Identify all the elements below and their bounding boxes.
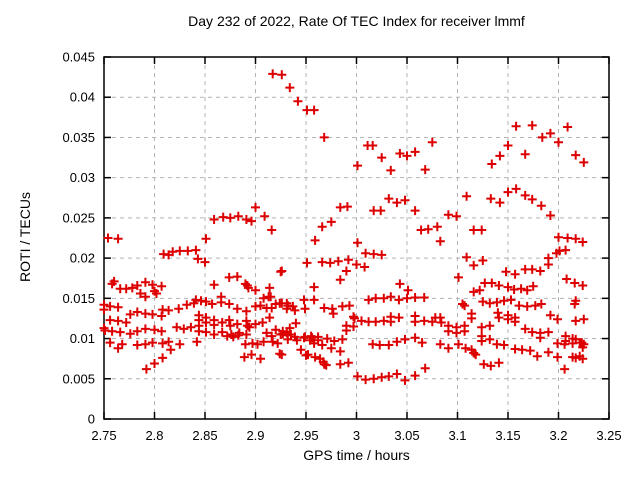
scatter-points — [99, 69, 589, 385]
y-tick-label: 0.025 — [62, 210, 95, 225]
y-tick-label: 0.03 — [70, 170, 95, 185]
y-tick-label: 0.005 — [62, 371, 95, 386]
x-axis-label: GPS time / hours — [303, 447, 410, 463]
y-tick-label: 0.035 — [62, 130, 95, 145]
x-tick-label: 2.9 — [246, 428, 264, 443]
x-tick-label: 3.15 — [495, 428, 520, 443]
x-tick-label: 3.2 — [549, 428, 567, 443]
x-tick-label: 3.25 — [596, 428, 621, 443]
y-tick-label: 0.045 — [62, 50, 95, 65]
chart-title: Day 232 of 2022, Rate Of TEC Index for r… — [188, 13, 525, 29]
y-axis-label: ROTI / TECUs — [17, 192, 33, 282]
gridlines — [104, 57, 609, 419]
y-tick-label: 0 — [88, 412, 95, 427]
x-tick-label: 2.8 — [145, 428, 163, 443]
x-tick-label: 3.05 — [394, 428, 419, 443]
y-tick-label: 0.015 — [62, 291, 95, 306]
x-tick-label: 2.95 — [293, 428, 318, 443]
y-tick-label: 0.01 — [70, 331, 95, 346]
x-tick-label: 2.75 — [91, 428, 116, 443]
x-tick-label: 2.85 — [192, 428, 217, 443]
x-tick-label: 3.1 — [448, 428, 466, 443]
tick-labels: 2.75 2.8 2.85 2.9 2.95 3 3.05 3.1 3.15 3.2 3.25 0 0.… — [62, 50, 621, 444]
y-tick-label: 0.02 — [70, 251, 95, 266]
y-tick-label: 0.04 — [70, 90, 95, 105]
x-tick-label: 3 — [353, 428, 360, 443]
